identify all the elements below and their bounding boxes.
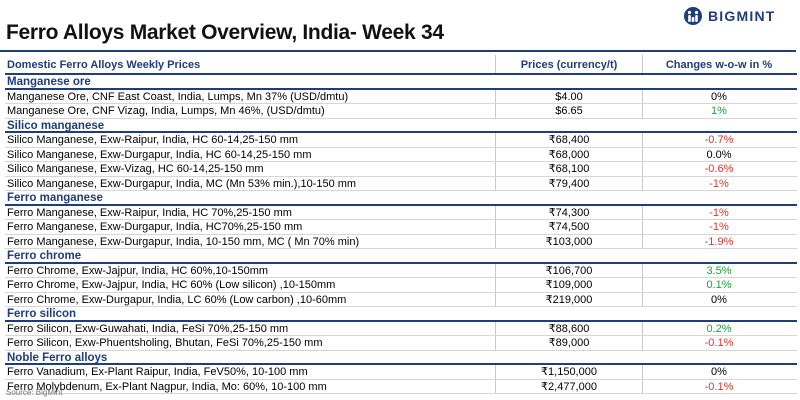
table-header-row: Domestic Ferro Alloys Weekly Prices Pric… bbox=[5, 55, 797, 75]
price-cell: $4.00 bbox=[495, 89, 642, 103]
source-note: Source: BigMint bbox=[6, 388, 63, 397]
section-spacer bbox=[641, 307, 793, 320]
price-cell: ₹2,477,000 bbox=[495, 379, 642, 393]
page-title: Ferro Alloys Market Overview, India- Wee… bbox=[6, 21, 444, 44]
section-title: Silico manganese bbox=[7, 119, 105, 132]
change-cell: 0% bbox=[642, 365, 795, 379]
table-row: Manganese Ore, CNF Vizag, India, Lumps, … bbox=[5, 104, 797, 119]
section-spacer bbox=[641, 249, 793, 262]
section-title: Ferro manganese bbox=[7, 192, 103, 204]
product-name-cell: Ferro Vanadium, Ex-Plant Raipur, India, … bbox=[7, 366, 308, 378]
table-row: Silico Manganese, Exw-Raipur, India, HC … bbox=[5, 133, 797, 148]
section-spacer bbox=[495, 119, 641, 132]
product-name-cell: Ferro Silicon, Exw-Phuentsholing, Bhutan… bbox=[7, 337, 323, 349]
product-name-cell: Ferro Manganese, Exw-Raipur, India, HC 7… bbox=[7, 206, 292, 219]
change-cell: -1% bbox=[642, 205, 795, 219]
ferro-alloys-price-table: Domestic Ferro Alloys Weekly Prices Pric… bbox=[5, 55, 797, 394]
price-cell: ₹219,000 bbox=[495, 292, 642, 306]
brand-logo: BIGMINT bbox=[683, 6, 776, 26]
section-title: Manganese ore bbox=[7, 76, 91, 88]
change-cell: 0.2% bbox=[642, 321, 795, 335]
section-header: Silico manganese bbox=[5, 119, 797, 133]
change-cell: -1% bbox=[642, 220, 795, 234]
section-spacer bbox=[495, 75, 641, 88]
section-header: Noble Ferro alloys bbox=[5, 351, 797, 365]
table-row: Silico Manganese, Exw-Durgapur, India, M… bbox=[5, 176, 797, 191]
price-cell: ₹74,300 bbox=[495, 205, 642, 219]
price-cell: ₹68,100 bbox=[495, 162, 642, 176]
section-spacer bbox=[495, 307, 641, 320]
change-cell: -1% bbox=[642, 176, 795, 190]
section-header: Ferro chrome bbox=[5, 249, 797, 264]
table-row: Ferro Silicon, Exw-Phuentsholing, Bhutan… bbox=[5, 336, 797, 351]
product-name-cell: Silico Manganese, Exw-Vizag, HC 60-14,25… bbox=[7, 163, 264, 175]
change-cell: -1.9% bbox=[642, 234, 795, 248]
section-spacer bbox=[495, 351, 641, 364]
section-title: Ferro chrome bbox=[7, 250, 82, 262]
section-spacer bbox=[641, 75, 793, 88]
product-name-cell: Ferro Chrome, Exw-Jajpur, India, HC 60% … bbox=[7, 279, 336, 291]
column-header-change: Changes w-o-w in % bbox=[642, 55, 795, 73]
price-cell: ₹79,400 bbox=[495, 176, 642, 190]
product-name-cell: Ferro Chrome, Exw-Jajpur, India, HC 60%,… bbox=[7, 264, 269, 277]
table-row: Silico Manganese, Exw-Vizag, HC 60-14,25… bbox=[5, 162, 797, 177]
column-header-product: Domestic Ferro Alloys Weekly Prices bbox=[7, 59, 201, 71]
change-cell: 0% bbox=[642, 292, 795, 306]
change-cell: 0.1% bbox=[642, 278, 795, 292]
product-name-cell: Manganese Ore, CNF East Coast, India, Lu… bbox=[7, 90, 349, 103]
change-cell: -0.1% bbox=[642, 336, 795, 350]
price-cell: ₹109,000 bbox=[495, 278, 642, 292]
section-title: Ferro silicon bbox=[7, 308, 77, 320]
price-cell: ₹68,000 bbox=[495, 147, 642, 161]
change-cell: 0% bbox=[642, 89, 795, 103]
table-row: Ferro Molybdenum, Ex-Plant Nagpur, India… bbox=[5, 379, 797, 394]
price-cell: ₹68,400 bbox=[495, 133, 642, 147]
product-name-cell: Ferro Molybdenum, Ex-Plant Nagpur, India… bbox=[7, 380, 327, 393]
change-cell: 1% bbox=[642, 104, 795, 118]
table-row: Ferro Manganese, Exw-Durgapur, India, HC… bbox=[5, 220, 797, 235]
table-row: Manganese Ore, CNF East Coast, India, Lu… bbox=[5, 89, 797, 104]
table-row: Ferro Chrome, Exw-Jajpur, India, HC 60%,… bbox=[5, 263, 797, 278]
product-name-cell: Manganese Ore, CNF Vizag, India, Lumps, … bbox=[7, 105, 325, 117]
change-cell: -0.7% bbox=[642, 133, 795, 147]
section-header: Manganese ore bbox=[5, 75, 797, 90]
table-row: Ferro Chrome, Exw-Durgapur, India, LC 60… bbox=[5, 292, 797, 307]
table-row: Ferro Manganese, Exw-Raipur, India, HC 7… bbox=[5, 205, 797, 220]
table-row: Ferro Chrome, Exw-Jajpur, India, HC 60% … bbox=[5, 278, 797, 293]
section-spacer bbox=[495, 249, 641, 262]
section-spacer bbox=[641, 351, 793, 364]
price-cell: $6.65 bbox=[495, 104, 642, 118]
price-cell: ₹88,600 bbox=[495, 321, 642, 335]
section-header: Ferro silicon bbox=[5, 307, 797, 322]
product-name-cell: Ferro Manganese, Exw-Durgapur, India, 10… bbox=[7, 235, 360, 248]
product-name-cell: Silico Manganese, Exw-Raipur, India, HC … bbox=[7, 134, 299, 146]
table-row: Ferro Manganese, Exw-Durgapur, India, 10… bbox=[5, 234, 797, 249]
change-cell: -0.6% bbox=[642, 162, 795, 176]
brand-name: BIGMINT bbox=[708, 8, 776, 24]
section-spacer bbox=[495, 191, 641, 204]
product-name-cell: Ferro Chrome, Exw-Durgapur, India, LC 60… bbox=[7, 293, 347, 306]
table-row: Ferro Vanadium, Ex-Plant Raipur, India, … bbox=[5, 365, 797, 380]
section-header: Ferro manganese bbox=[5, 191, 797, 206]
price-cell: ₹89,000 bbox=[495, 336, 642, 350]
section-spacer bbox=[641, 119, 793, 132]
table-row: Ferro Silicon, Exw-Guwahati, India, FeSi… bbox=[5, 321, 797, 336]
section-spacer bbox=[641, 191, 793, 204]
section-title: Noble Ferro alloys bbox=[7, 351, 108, 364]
price-cell: ₹106,700 bbox=[495, 263, 642, 277]
bigmint-logo-icon bbox=[684, 7, 702, 25]
product-name-cell: Ferro Manganese, Exw-Durgapur, India, HC… bbox=[7, 221, 303, 233]
product-name-cell: Silico Manganese, Exw-Durgapur, India, H… bbox=[7, 148, 312, 161]
change-cell: 0.0% bbox=[642, 147, 795, 161]
change-cell: 3.5% bbox=[642, 263, 795, 277]
product-name-cell: Ferro Silicon, Exw-Guwahati, India, FeSi… bbox=[7, 322, 289, 335]
title-divider bbox=[0, 50, 796, 52]
change-cell: -0.1% bbox=[642, 379, 795, 393]
column-header-price: Prices (currency/t) bbox=[495, 55, 642, 73]
table-row: Silico Manganese, Exw-Durgapur, India, H… bbox=[5, 147, 797, 162]
price-cell: ₹74,500 bbox=[495, 220, 642, 234]
product-name-cell: Silico Manganese, Exw-Durgapur, India, M… bbox=[7, 177, 357, 190]
price-cell: ₹1,150,000 bbox=[495, 365, 642, 379]
price-cell: ₹103,000 bbox=[495, 234, 642, 248]
